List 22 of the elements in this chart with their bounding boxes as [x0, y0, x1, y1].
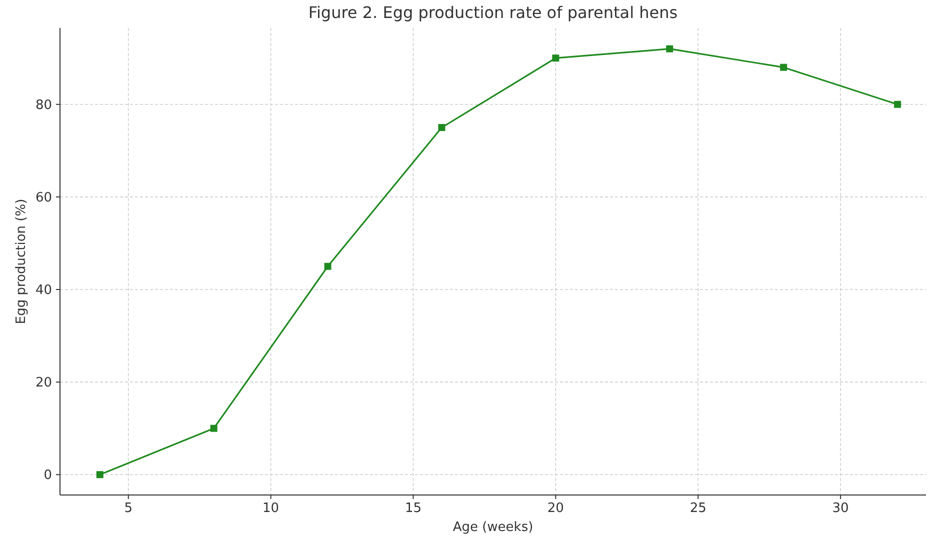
point	[666, 45, 674, 52]
point	[438, 124, 446, 132]
y-tick-label: 60	[35, 190, 52, 206]
x-tick-label: 10	[262, 501, 280, 516]
point	[324, 262, 332, 270]
y-axis-title: Egg production (%)	[14, 198, 29, 324]
point	[96, 471, 104, 478]
point	[780, 64, 788, 71]
x-axis-title: Age (weeks)	[452, 520, 534, 535]
y-tick-label: 80	[35, 98, 52, 113]
point	[210, 424, 218, 432]
x-tick-label: 15	[404, 501, 422, 516]
x-tick-label: 20	[547, 501, 564, 516]
x-tick-label: 25	[690, 501, 706, 516]
point	[552, 54, 560, 62]
x-tick-label: 5	[124, 501, 133, 516]
chart-title: Figure 2. Egg production rate of parental hens	[308, 3, 678, 22]
y-tick-label: 0	[44, 468, 52, 484]
y-tick-label: 40	[35, 283, 52, 298]
y-tick-label: 20	[35, 376, 52, 391]
x-tick-label: 30	[832, 501, 849, 516]
point	[894, 100, 902, 108]
